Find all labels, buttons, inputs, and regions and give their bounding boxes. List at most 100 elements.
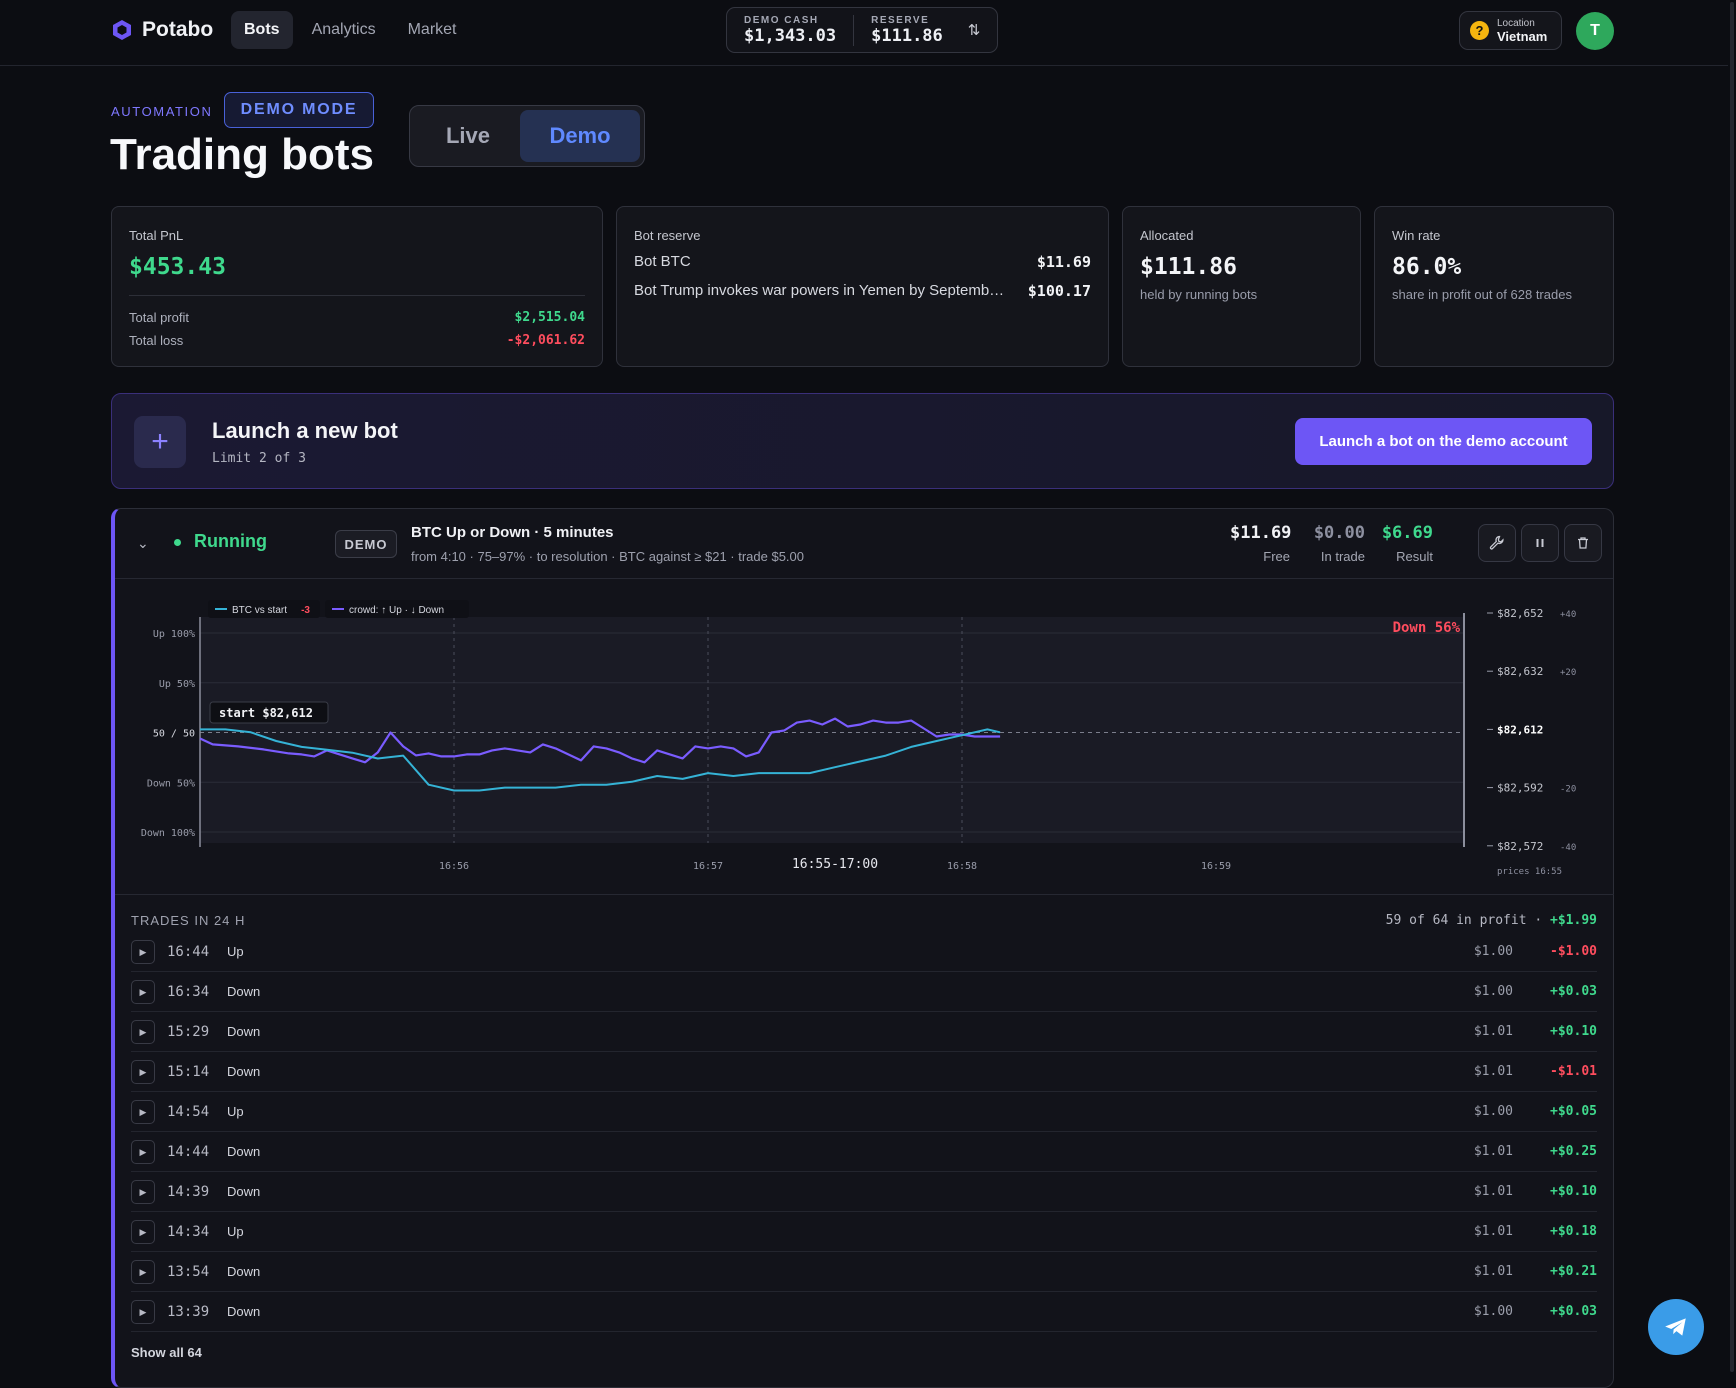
trade-direction: Down bbox=[227, 1064, 261, 1079]
left-tick-label: 50 / 50 bbox=[153, 729, 195, 740]
allocated-sub: held by running bots bbox=[1140, 287, 1258, 302]
trade-stake: $1.00 bbox=[1473, 944, 1513, 959]
trade-stake: $1.00 bbox=[1473, 984, 1513, 999]
main-nav: Bots Analytics Market bbox=[231, 11, 470, 49]
chevron-down-icon[interactable]: ⌄ bbox=[137, 535, 149, 551]
delete-button[interactable] bbox=[1564, 524, 1602, 562]
play-icon[interactable]: ▶ bbox=[131, 1220, 155, 1244]
nav-bots[interactable]: Bots bbox=[231, 11, 293, 49]
swap-icon[interactable]: ⇅ bbox=[967, 22, 981, 39]
right-tick-price: $82,612 bbox=[1497, 723, 1543, 736]
launch-limit: Limit 2 of 3 bbox=[212, 451, 306, 466]
trade-row[interactable]: ▶ 15:14 Down $1.01 -$1.01 bbox=[131, 1052, 1597, 1092]
brand[interactable]: Potabo bbox=[110, 18, 213, 42]
nav-analytics[interactable]: Analytics bbox=[311, 21, 376, 38]
total-loss-label: Total loss bbox=[129, 333, 184, 348]
trade-result: +$0.03 bbox=[1550, 984, 1597, 999]
win-rate-sub: share in profit out of 628 trades bbox=[1392, 287, 1572, 302]
trade-direction: Down bbox=[227, 1144, 261, 1159]
toggle-live[interactable]: Live bbox=[445, 123, 491, 148]
trade-result: +$0.18 bbox=[1550, 1224, 1597, 1239]
result-value: $6.69 bbox=[1381, 523, 1433, 543]
total-loss-row: Total loss -$2,061.62 bbox=[129, 333, 585, 348]
down-badge: Down 56% bbox=[1393, 620, 1461, 636]
right-tick-delta: +20 bbox=[1560, 668, 1576, 678]
trash-icon bbox=[1578, 537, 1588, 549]
trade-time: 14:34 bbox=[167, 1224, 210, 1240]
trade-direction: Up bbox=[227, 944, 244, 959]
crowd-series-line bbox=[199, 717, 1001, 764]
start-label-box bbox=[209, 701, 329, 724]
trade-result: +$0.10 bbox=[1550, 1024, 1597, 1039]
location-selector[interactable]: ? Location Vietnam bbox=[1459, 11, 1562, 50]
in-trade-label: In trade bbox=[1320, 549, 1365, 564]
trades-summary: 59 of 64 in profit · +$1.99 bbox=[1386, 913, 1597, 928]
brand-name: Potabo bbox=[142, 18, 214, 41]
play-icon[interactable]: ▶ bbox=[131, 940, 155, 964]
right-tick-price: $82,632 bbox=[1497, 665, 1543, 678]
scrollbar-thumb[interactable] bbox=[1730, 2, 1734, 1372]
telegram-button[interactable] bbox=[1648, 1299, 1704, 1355]
bot-reserve-label: Bot reserve bbox=[634, 228, 701, 243]
trade-row[interactable]: ▶ 14:44 Down $1.01 +$0.25 bbox=[131, 1132, 1597, 1172]
trade-time: 16:34 bbox=[167, 984, 210, 1000]
reserve-row: Bot Trump invokes war powers in Yemen by… bbox=[634, 282, 1091, 300]
bot-status: Running bbox=[194, 531, 267, 551]
right-tick-delta: -40 bbox=[1560, 843, 1576, 853]
demo-cash-label: DEMO CASH bbox=[744, 14, 819, 26]
allocated-value: $111.86 bbox=[1140, 254, 1237, 280]
wrench-icon bbox=[1489, 535, 1504, 550]
trade-time: 13:54 bbox=[167, 1264, 210, 1280]
pause-icon bbox=[1536, 539, 1544, 547]
play-icon[interactable]: ▶ bbox=[131, 1300, 155, 1324]
reserve-bot-value: $100.17 bbox=[1027, 282, 1091, 300]
play-icon[interactable]: ▶ bbox=[131, 1260, 155, 1284]
trade-stake: $1.01 bbox=[1473, 1224, 1513, 1239]
play-icon[interactable]: ▶ bbox=[131, 1100, 155, 1124]
reserve-bot-name: Bot BTC bbox=[634, 253, 691, 270]
play-icon[interactable]: ▶ bbox=[131, 1020, 155, 1044]
trade-stake: $1.01 bbox=[1473, 1064, 1513, 1079]
trade-row[interactable]: ▶ 13:39 Down $1.00 +$0.03 bbox=[131, 1292, 1597, 1332]
legend-delta: -3 bbox=[301, 605, 310, 616]
reserve-value: $111.86 bbox=[871, 25, 943, 46]
trade-row[interactable]: ▶ 13:54 Down $1.01 +$0.21 bbox=[131, 1252, 1597, 1292]
trade-result: +$0.21 bbox=[1550, 1264, 1597, 1279]
play-icon[interactable]: ▶ bbox=[131, 1180, 155, 1204]
settings-button[interactable] bbox=[1478, 524, 1516, 562]
trade-row[interactable]: ▶ 16:34 Down $1.00 +$0.03 bbox=[131, 972, 1597, 1012]
result-label: Result bbox=[1396, 549, 1433, 564]
launch-bot-button[interactable]: Launch a bot on the demo account bbox=[1295, 418, 1592, 465]
metric-result: $6.69 Result bbox=[1380, 523, 1433, 564]
launch-panel: + Launch a new bot Limit 2 of 3 Launch a… bbox=[111, 393, 1614, 489]
play-icon[interactable]: ▶ bbox=[131, 1140, 155, 1164]
trade-stake: $1.01 bbox=[1473, 1144, 1513, 1159]
balance-widget[interactable]: DEMO CASH $1,343.03 RESERVE $111.86 ⇅ bbox=[726, 7, 998, 53]
pause-button[interactable] bbox=[1521, 524, 1559, 562]
demo-cash-value: $1,343.03 bbox=[744, 25, 837, 46]
legend-label-crowd: crowd: ↑ Up · ↓ Down bbox=[349, 605, 444, 616]
trade-row[interactable]: ▶ 14:39 Down $1.01 +$0.10 bbox=[131, 1172, 1597, 1212]
avatar[interactable]: T bbox=[1576, 12, 1614, 50]
legend-box bbox=[325, 600, 469, 618]
nav-market[interactable]: Market bbox=[407, 21, 457, 38]
mode-toggle: Live Demo bbox=[409, 105, 645, 167]
trade-row[interactable]: ▶ 16:44 Up $1.00 -$1.00 bbox=[131, 932, 1597, 972]
bot-subtitle: from 4:10 · 75–97% · to resolution · BTC… bbox=[411, 549, 805, 564]
trade-row[interactable]: ▶ 15:29 Down $1.01 +$0.10 bbox=[131, 1012, 1597, 1052]
total-profit-label: Total profit bbox=[129, 310, 189, 325]
trade-direction: Down bbox=[227, 1304, 261, 1319]
free-value: $11.69 bbox=[1230, 523, 1292, 543]
top-bar: Potabo Bots Analytics Market DEMO CASH $… bbox=[0, 0, 1736, 66]
plus-icon[interactable]: + bbox=[134, 416, 186, 468]
trade-result: -$1.01 bbox=[1550, 1064, 1597, 1079]
trade-result: +$0.10 bbox=[1550, 1184, 1597, 1199]
play-icon[interactable]: ▶ bbox=[131, 1060, 155, 1084]
show-all-link[interactable]: Show all 64 bbox=[131, 1345, 202, 1360]
metric-in-trade: $0.00 In trade bbox=[1300, 523, 1365, 564]
trade-row[interactable]: ▶ 14:34 Up $1.01 +$0.18 bbox=[131, 1212, 1597, 1252]
play-icon[interactable]: ▶ bbox=[131, 980, 155, 1004]
toggle-demo[interactable]: Demo bbox=[520, 110, 640, 162]
trade-row[interactable]: ▶ 14:54 Up $1.00 +$0.05 bbox=[131, 1092, 1597, 1132]
demo-mode-badge: DEMO MODE bbox=[224, 92, 374, 128]
